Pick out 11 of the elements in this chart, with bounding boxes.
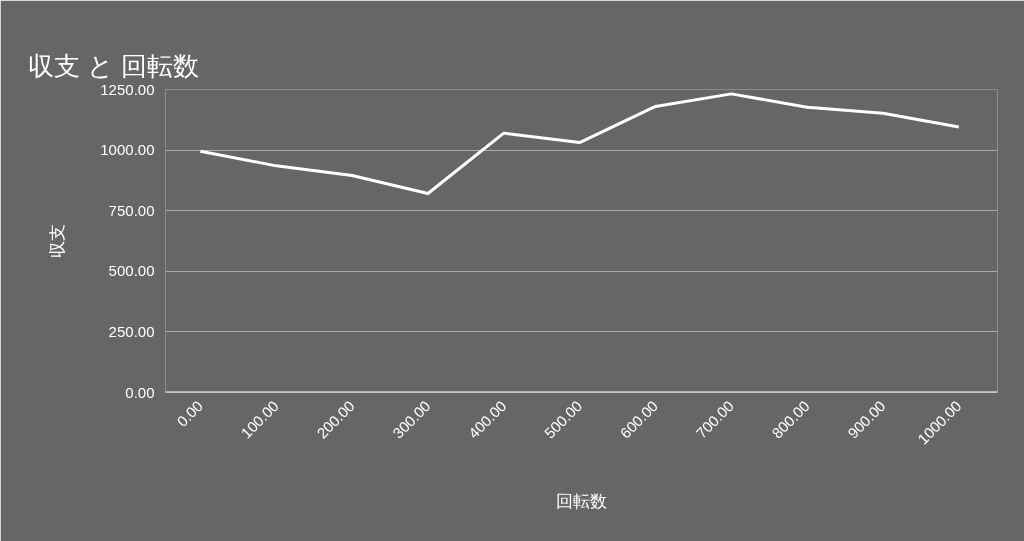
x-axis-title: 回転数: [556, 491, 607, 511]
y-axis-title: 収支: [48, 224, 68, 258]
chart-title: 収支 と 回転数: [27, 50, 199, 81]
x-tick-label: 0.00: [173, 397, 207, 430]
y-tick-label: 250.00: [108, 322, 155, 340]
y-tick-label: 1250.00: [100, 80, 155, 98]
line-series: [198, 92, 961, 195]
y-tick-label: 500.00: [108, 262, 155, 280]
y-tick-label: 750.00: [108, 201, 155, 219]
y-tick-label: 1000.00: [100, 141, 155, 159]
y-tick-label: 0.00: [125, 383, 155, 401]
